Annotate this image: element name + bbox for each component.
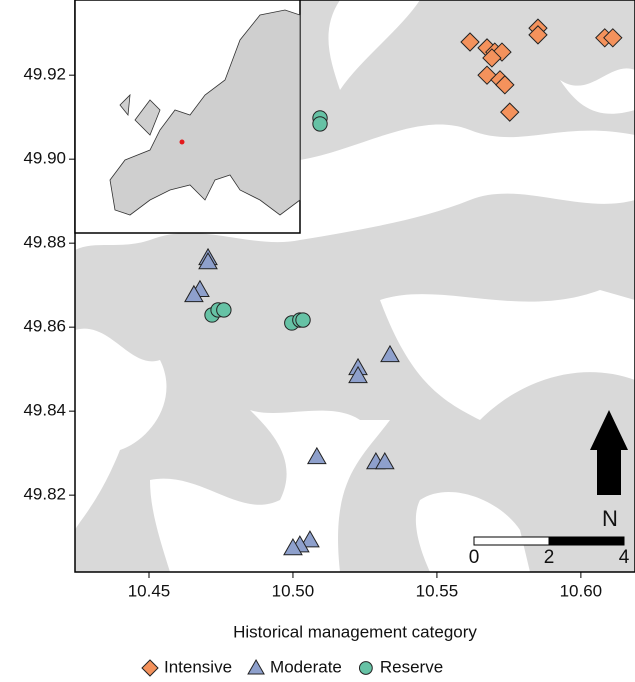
x-tick-label: 10.45 bbox=[128, 581, 171, 600]
point bbox=[184, 284, 204, 303]
scale-bar-label: 4 bbox=[619, 547, 630, 568]
point bbox=[460, 32, 480, 52]
point bbox=[528, 25, 548, 45]
point bbox=[283, 538, 303, 556]
inset-map bbox=[74, 0, 301, 234]
scale-bar-label: 2 bbox=[544, 547, 555, 568]
y-tick-label: 49.84 bbox=[23, 401, 66, 420]
x-tick-label: 10.60 bbox=[560, 581, 603, 600]
legend-marker bbox=[141, 659, 159, 677]
legend-marker bbox=[358, 661, 373, 675]
x-tick-label: 10.55 bbox=[416, 581, 459, 600]
y-tick-label: 49.82 bbox=[23, 485, 66, 504]
point bbox=[216, 302, 232, 318]
point bbox=[198, 252, 218, 270]
point bbox=[312, 116, 328, 132]
point bbox=[348, 365, 368, 384]
map-background bbox=[74, 0, 635, 573]
scale-bar-label: 0 bbox=[469, 547, 480, 568]
point bbox=[495, 75, 515, 95]
north-arrow: N bbox=[590, 410, 628, 531]
y-tick-label: 49.92 bbox=[23, 65, 66, 84]
point bbox=[300, 530, 320, 548]
north-label: N bbox=[602, 506, 618, 531]
x-tick-label: 10.50 bbox=[272, 581, 315, 600]
point bbox=[295, 312, 311, 328]
legend-label: Intensive bbox=[164, 657, 232, 676]
y-tick-label: 49.88 bbox=[23, 233, 66, 252]
legend-title: Historical management category bbox=[233, 622, 477, 641]
point bbox=[380, 344, 400, 363]
point bbox=[306, 446, 327, 465]
point bbox=[374, 451, 395, 470]
scale-bar bbox=[473, 536, 625, 546]
y-tick-label: 49.90 bbox=[23, 149, 66, 168]
point bbox=[500, 102, 520, 122]
point bbox=[482, 48, 502, 68]
legend-marker bbox=[247, 658, 265, 675]
y-tick-label: 49.86 bbox=[23, 317, 66, 336]
legend-label: Reserve bbox=[380, 657, 443, 676]
point bbox=[603, 28, 623, 48]
legend-label: Moderate bbox=[270, 657, 342, 676]
